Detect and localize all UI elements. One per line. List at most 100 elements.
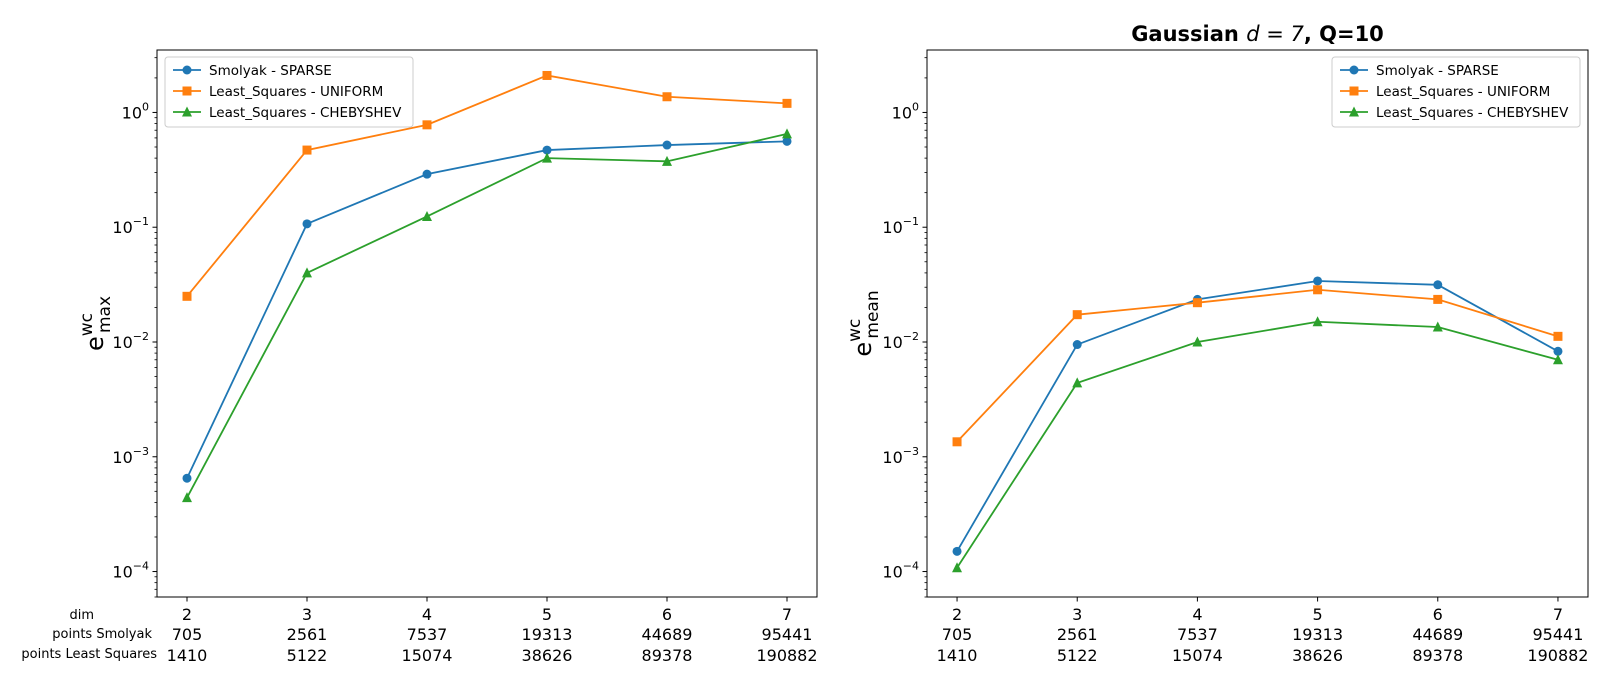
chart-panel-left: 10−410−310−210−1100270514103256151224753… <box>77 49 818 665</box>
legend: Smolyak - SPARSE Least_Squares - UNIFORM L… <box>164 56 414 128</box>
data-point-square <box>1072 310 1082 320</box>
x-tick-label: 6 <box>1433 605 1443 624</box>
x-tick-label: 15074 <box>402 646 453 665</box>
data-point-circle <box>1072 340 1082 350</box>
series-triangle <box>952 316 1563 573</box>
x-tick-label: 4 <box>422 605 432 624</box>
data-point-circle <box>952 546 962 556</box>
x-tick-label: 2561 <box>287 625 328 644</box>
legend-entry: Least_Squares - CHEBYSHEV <box>209 105 402 121</box>
x-tick-label: 5122 <box>287 646 328 665</box>
data-point-triangle <box>542 152 552 163</box>
y-tick-label: 10−2 <box>112 330 149 352</box>
series-circle <box>952 276 1563 556</box>
row-label-points-smolyak: points Smolyak <box>52 627 152 642</box>
x-tick-label: 4 <box>1192 605 1202 624</box>
x-tick-label: 44689 <box>1412 625 1463 644</box>
data-point-circle <box>1313 276 1323 286</box>
x-tick-label: 15074 <box>1172 646 1223 665</box>
data-point-triangle <box>422 210 432 221</box>
x-tick-label: 5 <box>542 605 552 624</box>
series-square <box>182 70 792 301</box>
x-tick-label: 705 <box>942 625 973 644</box>
data-point-circle <box>782 136 792 146</box>
data-point-triangle <box>782 128 792 139</box>
data-point-square <box>1553 331 1563 341</box>
x-tick-label: 89378 <box>1412 646 1463 665</box>
x-tick-label: 190882 <box>1527 646 1588 665</box>
data-point-square <box>302 145 312 155</box>
y-tick-label: 10−2 <box>882 330 919 352</box>
x-tick-label: 5122 <box>1057 646 1098 665</box>
x-tick-label: 190882 <box>756 646 817 665</box>
x-tick-label: 1410 <box>937 646 978 665</box>
legend-entry: Least_Squares - UNIFORM <box>1376 84 1550 100</box>
legend: Smolyak - SPARSE Least_Squares - UNIFORM L… <box>1331 56 1581 128</box>
y-tick-label: 10−3 <box>882 445 919 467</box>
x-tick-label: 38626 <box>522 646 573 665</box>
data-point-triangle <box>1432 321 1443 332</box>
x-tick-label: 1410 <box>167 646 208 665</box>
data-point-circle <box>422 169 432 179</box>
data-point-circle <box>302 219 312 229</box>
data-point-triangle <box>1552 354 1563 365</box>
x-tick-label: 6 <box>662 605 672 624</box>
data-point-triangle <box>1312 316 1323 327</box>
x-tick-label: 7 <box>782 605 792 624</box>
data-point-square <box>1313 285 1323 295</box>
legend-entry: Least_Squares - UNIFORM <box>209 84 383 100</box>
legend-entry: Smolyak - SPARSE <box>1376 63 1499 79</box>
x-tick-label: 95441 <box>1533 625 1584 644</box>
x-tick-label: 2561 <box>1057 625 1098 644</box>
data-point-triangle <box>182 492 192 503</box>
y-tick-label: 10−4 <box>112 560 149 582</box>
data-point-circle <box>1433 280 1443 290</box>
x-tick-label: 38626 <box>1292 646 1343 665</box>
data-point-square <box>662 92 672 102</box>
legend-box <box>1331 56 1581 128</box>
x-tick-label: 44689 <box>642 625 693 644</box>
y-axis-label: ewcmax <box>77 296 115 351</box>
x-tick-label: 5 <box>1312 605 1322 624</box>
data-point-square <box>182 291 192 301</box>
data-point-circle <box>182 473 192 483</box>
data-point-triangle <box>1349 106 1359 117</box>
series-line <box>956 280 1559 552</box>
y-tick-label: 100 <box>122 100 149 122</box>
series-line <box>186 74 788 297</box>
series-line <box>956 288 1559 443</box>
data-point-square <box>182 86 192 96</box>
data-point-square <box>422 120 432 130</box>
x-tick-label: 19313 <box>1292 625 1343 644</box>
y-tick-label: 100 <box>892 100 919 122</box>
x-tick-label: 7537 <box>1177 625 1218 644</box>
data-point-square <box>542 70 552 80</box>
x-tick-label: 2 <box>952 605 962 624</box>
data-point-square <box>1349 86 1359 96</box>
y-tick-label: 10−1 <box>882 215 919 237</box>
x-tick-label: 2 <box>182 605 192 624</box>
legend-entry: Smolyak - SPARSE <box>209 63 332 79</box>
legend-entry: Least_Squares - CHEBYSHEV <box>1376 105 1569 121</box>
x-tick-label: 705 <box>172 625 203 644</box>
x-tick-label: 3 <box>1072 605 1082 624</box>
row-label-dim: dim <box>69 608 94 623</box>
series-line <box>186 140 788 479</box>
data-point-circle <box>1553 346 1563 356</box>
y-tick-label: 10−1 <box>112 215 149 237</box>
y-tick-label: 10−4 <box>882 560 919 582</box>
series-line <box>956 320 1559 569</box>
x-tick-label: 19313 <box>522 625 573 644</box>
x-tick-label: 95441 <box>762 625 813 644</box>
data-point-triangle <box>302 267 312 278</box>
x-tick-label: 7537 <box>407 625 448 644</box>
data-point-triangle <box>182 106 192 117</box>
series-triangle <box>182 128 792 503</box>
data-point-circle <box>182 65 192 75</box>
row-label-points-least-squares: points Least Squares <box>21 647 157 662</box>
data-point-triangle <box>952 562 963 573</box>
data-point-square <box>1192 298 1202 308</box>
chart-title: Gaussian d = 7, Q=10 <box>1131 22 1384 46</box>
data-point-circle <box>1349 65 1359 75</box>
